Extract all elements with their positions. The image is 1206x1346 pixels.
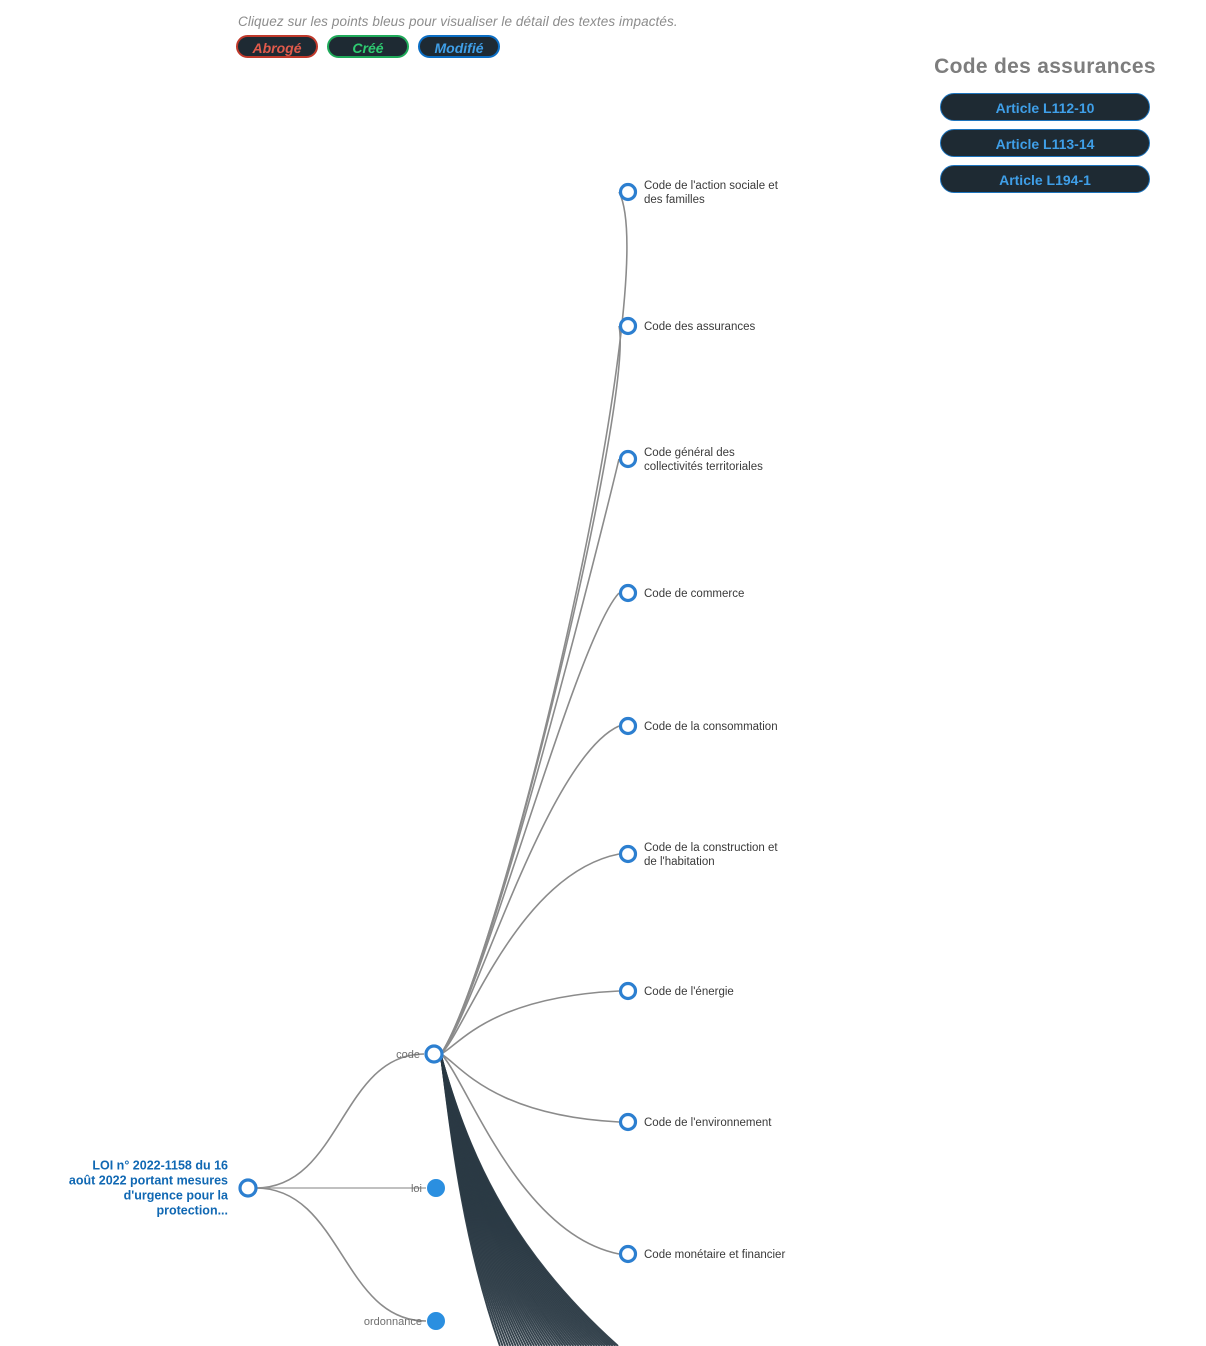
node-code-label-4: Code de la consommation [644, 721, 778, 733]
legend-chip-abroge[interactable]: Abrogé [236, 35, 318, 58]
node-code-4[interactable] [618, 716, 638, 736]
node-code-7[interactable] [618, 1112, 638, 1132]
node-code-label-7: Code de l'environnement [644, 1117, 772, 1129]
detail-panel: Code des assurances Article L112-10 Arti… [914, 55, 1176, 201]
edge-code-to-node-8 [440, 1053, 620, 1255]
edge-code-to-node-3 [440, 592, 620, 1055]
node-category-label-ordonnance: ordonnance [364, 1316, 422, 1328]
node-code-label-1: Code des assurances [644, 321, 755, 333]
legend-chip-cree[interactable]: Créé [327, 35, 409, 58]
node-category-code[interactable] [424, 1044, 444, 1064]
legend-chip-modifie[interactable]: Modifié [418, 35, 500, 58]
edge-code-to-node-1 [440, 325, 621, 1055]
node-code-0[interactable] [618, 182, 638, 202]
edges-layer [255, 191, 628, 1346]
node-code-3[interactable] [618, 583, 638, 603]
legend-hint-text: Cliquez sur les points bleus pour visual… [238, 14, 678, 29]
edge-code-to-node-5 [440, 853, 620, 1055]
detail-panel-title: Code des assurances [934, 55, 1156, 78]
article-chip-2[interactable]: Article L194-1 [940, 165, 1150, 193]
node-category-label-loi: loi [411, 1183, 422, 1195]
node-root[interactable] [238, 1178, 258, 1198]
node-code-label-2: Code général des collectivités territoria… [644, 447, 763, 473]
article-chip-0[interactable]: Article L112-10 [940, 93, 1150, 121]
node-category-ordonnance[interactable] [427, 1312, 445, 1330]
node-root-label: LOI n° 2022-1158 du 16 août 2022 portant … [69, 1159, 229, 1218]
edge-code-to-node-2 [440, 458, 620, 1055]
node-code-8[interactable] [618, 1244, 638, 1264]
edge-code-to-node-4 [440, 725, 620, 1055]
node-code-label-0: Code de l'action sociale et des familles [644, 180, 779, 206]
node-code-label-8: Code monétaire et financier [644, 1249, 785, 1261]
edge-root-to-ordonnance [255, 1187, 427, 1322]
edge-code-to-node-7 [440, 1053, 620, 1123]
edge-bundle-strand [440, 1055, 619, 1346]
node-code-label-3: Code de commerce [644, 588, 744, 600]
node-code-5[interactable] [618, 844, 638, 864]
node-category-label-code: code [396, 1049, 420, 1061]
node-category-loi[interactable] [427, 1179, 445, 1197]
node-code-label-6: Code de l'énergie [644, 986, 734, 998]
legend: Cliquez sur les points bleus pour visual… [236, 14, 856, 58]
edge-root-to-code [255, 1053, 425, 1189]
node-code-6[interactable] [618, 981, 638, 1001]
nodes-layer: LOI n° 2022-1158 du 16 août 2022 portant … [69, 180, 785, 1330]
article-chip-1[interactable]: Article L113-14 [940, 129, 1150, 157]
edge-code-to-node-6 [440, 990, 620, 1055]
edge-code-to-node-0 [440, 191, 628, 1055]
node-code-label-5: Code de la construction et de l'habitatio… [644, 842, 778, 868]
node-code-2[interactable] [618, 449, 638, 469]
node-code-1[interactable] [618, 316, 638, 336]
legend-buttons: Abrogé Créé Modifié [236, 35, 856, 58]
